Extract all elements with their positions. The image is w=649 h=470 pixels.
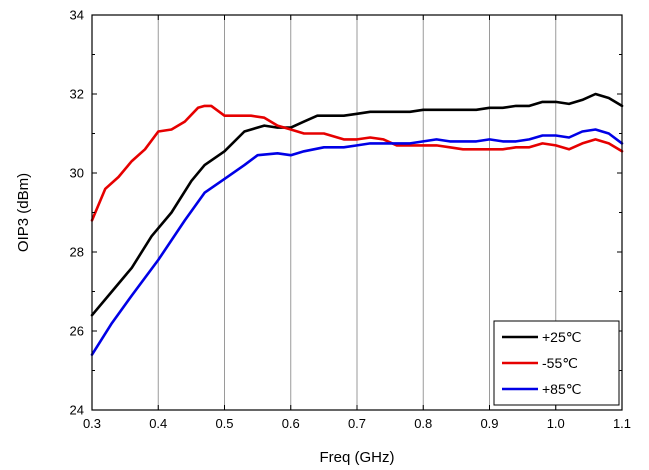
series-lines [90, 92, 624, 357]
axis-ticks [91, 14, 623, 411]
legend-entry: -55℃ [542, 355, 578, 371]
x-tick-label: 0.8 [414, 416, 432, 431]
y-tick-label: 32 [70, 87, 84, 102]
legend: +25℃ -55℃ +85℃ [493, 320, 620, 406]
x-tick-label: 0.7 [348, 416, 366, 431]
x-tick-label: 1.1 [613, 416, 631, 431]
series-line-1 [90, 92, 624, 317]
grid-lines [157, 15, 557, 410]
x-tick-label: 0.5 [215, 416, 233, 431]
y-axis-label: OIP3 (dBm) [15, 173, 32, 252]
x-tick-label: 0.4 [149, 416, 167, 431]
tick-labels: 0.3 0.4 0.5 0.6 0.7 0.8 0.9 1.0 1.1 24 26 28 30 32 34 [70, 8, 632, 432]
x-tick-label: 1.0 [547, 416, 565, 431]
x-tick-label: 0.9 [480, 416, 498, 431]
x-tick-label: 0.3 [83, 416, 101, 431]
y-tick-label: 26 [70, 324, 84, 339]
y-tick-label: 34 [70, 8, 84, 23]
y-tick-label: 28 [70, 245, 84, 260]
series-line-2 [90, 104, 624, 222]
y-tick-label: 24 [70, 403, 84, 418]
y-tick-label: 30 [70, 166, 84, 181]
legend-entry: +85℃ [542, 381, 581, 397]
x-axis-label: Freq (GHz) [320, 449, 395, 466]
legend-entry: +25℃ [542, 329, 581, 345]
x-tick-label: 0.6 [282, 416, 300, 431]
series-line-3 [90, 128, 624, 357]
